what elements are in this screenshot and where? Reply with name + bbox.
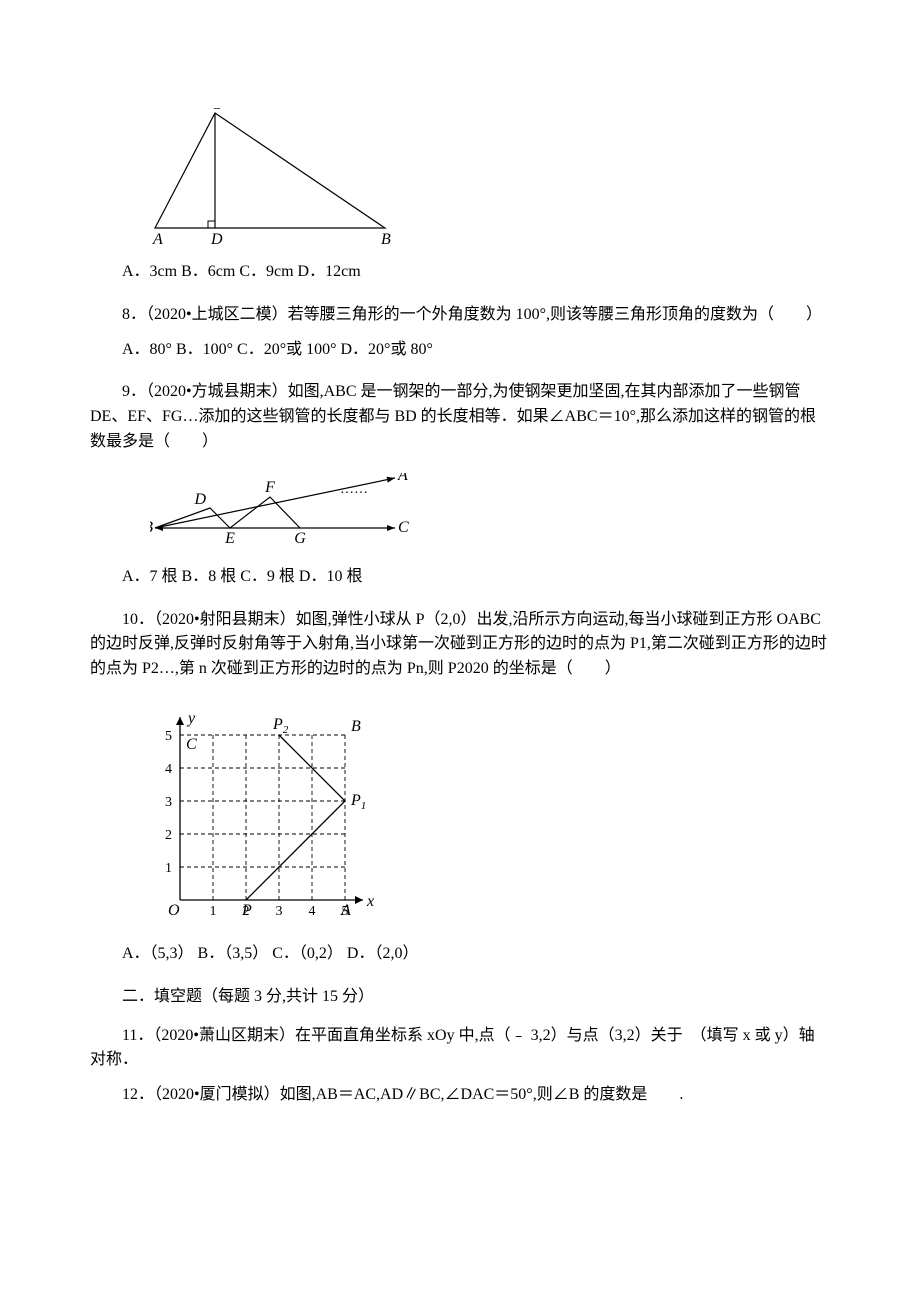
svg-text:C: C bbox=[398, 519, 409, 536]
svg-text:C: C bbox=[211, 108, 222, 113]
q8-choices: A．80° B．100° C．20°或 100° D．20°或 80° bbox=[90, 338, 830, 363]
svg-text:D: D bbox=[210, 231, 223, 248]
svg-text:B: B bbox=[150, 519, 153, 536]
svg-text:1: 1 bbox=[165, 861, 172, 876]
svg-text:B: B bbox=[351, 718, 361, 735]
svg-text:4: 4 bbox=[309, 904, 316, 919]
svg-text:F: F bbox=[264, 479, 275, 496]
q9-diagram-svg: …… B C A D E F G bbox=[150, 473, 410, 553]
svg-text:P1: P1 bbox=[350, 792, 366, 812]
q9-choices: A．7 根 B．8 根 C．9 根 D．10 根 bbox=[90, 565, 830, 590]
q11-stem: 11．（2020•萧山区期末）在平面直角坐标系 xOy 中,点（﹣ 3,2）与点… bbox=[90, 1024, 830, 1074]
section-2-title: 二．填空题（每题 3 分,共计 15 分） bbox=[90, 985, 830, 1010]
svg-text:A: A bbox=[340, 902, 351, 919]
q10-chart-figure: 1234512345xyOPP1P2ABC bbox=[150, 700, 830, 930]
svg-text:2: 2 bbox=[165, 828, 172, 843]
q10-choices: A．（5,3） B．（3,5） C．（0,2） D．（2,0） bbox=[90, 942, 830, 967]
svg-text:P2: P2 bbox=[272, 716, 289, 736]
q10-stem: 10．（2020•射阳县期末）如图,弹性小球从 P（2,0）出发,沿所示方向运动… bbox=[90, 608, 830, 682]
q9-stem: 9．（2020•方城县期末）如图,ABC 是一钢架的一部分,为使钢架更加坚固,在… bbox=[90, 380, 830, 454]
svg-text:P: P bbox=[241, 902, 252, 919]
svg-text:5: 5 bbox=[165, 729, 172, 744]
svg-text:A: A bbox=[152, 231, 163, 248]
q7-choices: A．3cm B．6cm C．9cm D．12cm bbox=[90, 260, 830, 285]
svg-text:B: B bbox=[381, 231, 391, 248]
q7-triangle-svg: A B C D bbox=[150, 108, 405, 248]
svg-text:O: O bbox=[168, 902, 180, 919]
svg-text:D: D bbox=[193, 491, 206, 508]
svg-text:C: C bbox=[186, 736, 197, 753]
svg-text:x: x bbox=[366, 893, 374, 910]
svg-text:E: E bbox=[224, 530, 235, 547]
q10-chart-svg: 1234512345xyOPP1P2ABC bbox=[150, 700, 400, 930]
q8-stem: 8．（2020•上城区二模）若等腰三角形的一个外角度数为 100°,则该等腰三角… bbox=[90, 303, 830, 328]
q9-diagram-figure: …… B C A D E F G bbox=[150, 473, 830, 553]
svg-text:G: G bbox=[294, 530, 306, 547]
q12-stem: 12．（2020•厦门模拟）如图,AB＝AC,AD∥BC,∠DAC＝50°,则∠… bbox=[90, 1083, 830, 1108]
svg-text:3: 3 bbox=[276, 904, 283, 919]
svg-text:A: A bbox=[397, 473, 408, 484]
svg-text:4: 4 bbox=[165, 762, 172, 777]
q7-triangle-figure: A B C D bbox=[150, 108, 830, 248]
svg-text:y: y bbox=[186, 710, 196, 727]
svg-text:……: …… bbox=[340, 482, 368, 497]
svg-text:3: 3 bbox=[165, 795, 172, 810]
svg-text:1: 1 bbox=[210, 904, 217, 919]
